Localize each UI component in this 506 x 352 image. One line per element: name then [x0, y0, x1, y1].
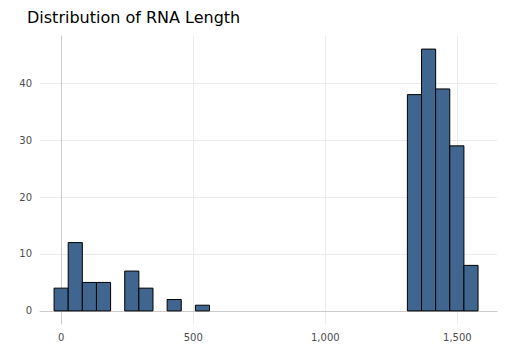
svg-text:500: 500: [184, 332, 203, 343]
svg-text:1,500: 1,500: [443, 332, 472, 343]
svg-text:40: 40: [19, 78, 32, 89]
svg-text:Distribution of RNA Length: Distribution of RNA Length: [27, 8, 240, 27]
svg-text:20: 20: [19, 192, 32, 203]
svg-text:10: 10: [19, 248, 32, 259]
svg-text:1,000: 1,000: [311, 332, 340, 343]
svg-text:30: 30: [19, 135, 32, 146]
svg-text:0: 0: [58, 332, 64, 343]
svg-text:0: 0: [26, 305, 32, 316]
